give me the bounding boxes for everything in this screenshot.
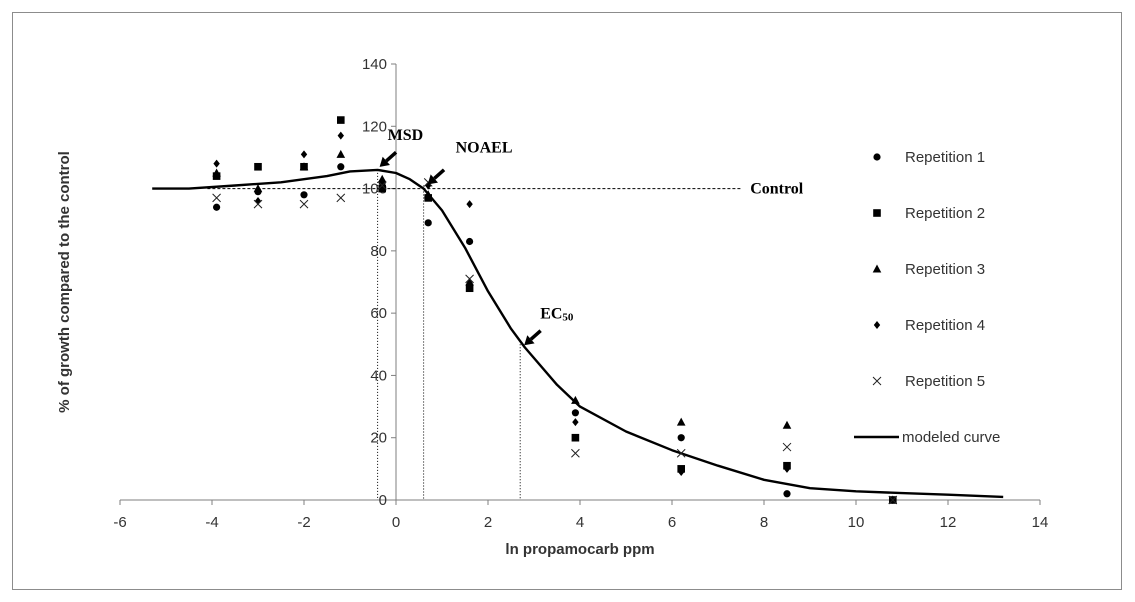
ec50-label: EC50 — [540, 305, 574, 323]
legend-marker — [872, 376, 882, 386]
msd-arrow — [379, 150, 398, 167]
data-point — [782, 442, 792, 452]
y-axis-title: % of growth compared to the control — [56, 151, 73, 413]
legend-item: Repetition 3 — [872, 261, 985, 278]
x-tick-label: 12 — [940, 514, 957, 531]
data-point — [212, 168, 221, 177]
legend-item: Repetition 2 — [873, 205, 985, 222]
data-point — [677, 434, 685, 442]
annotations: MSD NOAEL EC50 — [379, 127, 574, 346]
noael-label: NOAEL — [456, 139, 513, 156]
x-tick-label: -6 — [113, 514, 126, 531]
x-tick-label: -2 — [297, 514, 310, 531]
data-point — [212, 193, 221, 203]
y-tick-label: 60 — [370, 305, 387, 322]
y-tick-label: 20 — [370, 430, 387, 447]
legend-label: Repetition 2 — [905, 205, 985, 222]
series-3-points — [212, 149, 898, 504]
data-point — [336, 193, 346, 203]
data-point — [337, 163, 345, 171]
data-point — [377, 181, 387, 190]
data-point — [571, 448, 580, 458]
data-point — [571, 395, 580, 404]
series-1-points — [213, 163, 897, 504]
data-point — [571, 433, 580, 442]
data-point — [300, 150, 308, 159]
data-point — [466, 237, 474, 246]
data-point — [213, 159, 220, 168]
data-point — [465, 274, 474, 284]
x-axis-title: ln propamocarb ppm — [505, 541, 654, 558]
x-tick-label: 2 — [484, 514, 492, 531]
data-point — [783, 464, 791, 473]
legend-marker — [873, 321, 881, 329]
noael-arrow — [427, 168, 446, 185]
data-point — [299, 162, 309, 171]
legend-item: modeled curve — [854, 429, 1000, 446]
legend-item: Repetition 4 — [873, 317, 985, 334]
data-point — [213, 203, 221, 211]
data-point — [678, 467, 685, 476]
y-tick-label: 0 — [379, 492, 387, 509]
data-point — [572, 418, 579, 427]
modeled-curve-group — [152, 168, 1004, 499]
x-tick-label: 8 — [760, 514, 768, 531]
data-point — [253, 184, 263, 193]
x-tick-label: 10 — [848, 514, 865, 531]
y-tick-label: 80 — [370, 243, 387, 260]
data-point — [783, 490, 791, 498]
series-4-points — [213, 131, 896, 504]
legend-marker — [873, 153, 881, 161]
legend: Repetition 1 Repetition 2 Repetition 3 Repe… — [854, 149, 1000, 446]
legend-item: Repetition 1 — [873, 149, 985, 166]
data-point — [299, 199, 309, 209]
legend-label: Repetition 4 — [905, 317, 985, 334]
data-point — [676, 417, 686, 426]
data-point — [253, 199, 263, 209]
data-point — [300, 191, 308, 199]
annotation-drop-lines — [377, 169, 521, 500]
x-tick-label: 14 — [1032, 514, 1049, 531]
data-point — [676, 448, 686, 458]
legend-marker — [873, 209, 881, 217]
legend-item: Repetition 5 — [872, 373, 985, 390]
x-tick-label: 6 — [668, 514, 676, 531]
modeled-curve-line — [152, 168, 1004, 499]
control-label: Control — [750, 181, 804, 198]
legend-marker — [872, 264, 882, 273]
legend-label: Repetition 1 — [905, 149, 985, 166]
data-point — [465, 284, 474, 293]
data-point — [465, 277, 474, 286]
data-point — [336, 149, 346, 158]
chart-frame — [12, 12, 1122, 590]
ec50-arrow — [524, 329, 542, 346]
x-tick-label: 4 — [576, 514, 584, 531]
data-point — [571, 409, 580, 417]
data-point — [424, 219, 432, 227]
y-tick-label: 120 — [362, 118, 387, 135]
data-point — [378, 184, 386, 193]
legend-label: modeled curve — [902, 429, 1000, 446]
data-point — [466, 200, 473, 209]
data-point — [782, 420, 792, 429]
x-tick-label: -4 — [205, 514, 218, 531]
data-point — [337, 116, 345, 124]
control-line-group: Control — [207, 181, 804, 198]
y-tick-label: 40 — [370, 367, 387, 384]
msd-label: MSD — [388, 127, 424, 144]
data-point — [254, 162, 262, 171]
series-5-points — [212, 177, 898, 505]
data-point — [888, 495, 898, 505]
data-point — [423, 190, 433, 199]
legend-label: Repetition 5 — [905, 373, 985, 390]
y-tick-label: 140 — [362, 56, 387, 73]
x-tick-label: 0 — [392, 514, 400, 531]
legend-label: Repetition 3 — [905, 261, 985, 278]
data-point — [337, 131, 344, 140]
